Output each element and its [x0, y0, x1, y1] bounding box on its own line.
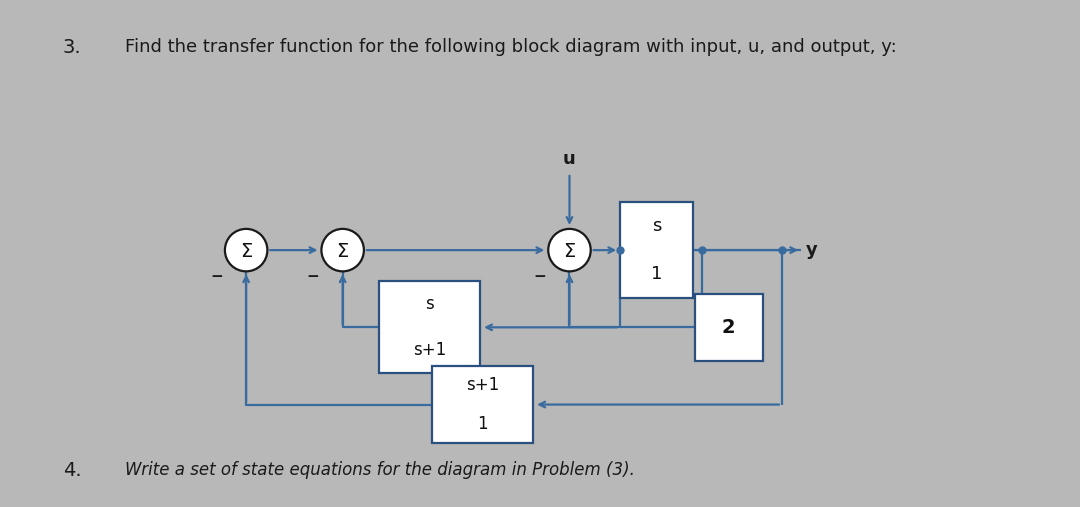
- Text: Write a set of state equations for the diagram in Problem (3).: Write a set of state equations for the d…: [125, 460, 635, 479]
- Text: −: −: [307, 269, 320, 284]
- Text: −: −: [534, 269, 546, 284]
- Text: $\Sigma$: $\Sigma$: [240, 242, 253, 261]
- Circle shape: [549, 229, 591, 271]
- Text: s+1: s+1: [413, 341, 446, 359]
- Text: y: y: [806, 241, 818, 259]
- Text: 4.: 4.: [63, 460, 81, 480]
- Text: s: s: [651, 217, 661, 235]
- Bar: [379, 281, 481, 373]
- Text: Find the transfer function for the following block diagram with input, u, and ou: Find the transfer function for the follo…: [125, 38, 897, 56]
- Text: $\Sigma$: $\Sigma$: [336, 242, 349, 261]
- Circle shape: [225, 229, 268, 271]
- Bar: [432, 366, 534, 443]
- Text: s+1: s+1: [465, 376, 499, 394]
- Text: −: −: [211, 269, 222, 284]
- Text: 1: 1: [477, 415, 488, 433]
- Text: 2: 2: [721, 318, 735, 337]
- Circle shape: [322, 229, 364, 271]
- Text: $\Sigma$: $\Sigma$: [563, 242, 576, 261]
- Text: 1: 1: [650, 265, 662, 283]
- Bar: [694, 294, 762, 361]
- Text: u: u: [563, 150, 576, 168]
- Text: 3.: 3.: [63, 38, 81, 57]
- Text: s: s: [426, 296, 434, 313]
- Bar: [620, 202, 692, 299]
